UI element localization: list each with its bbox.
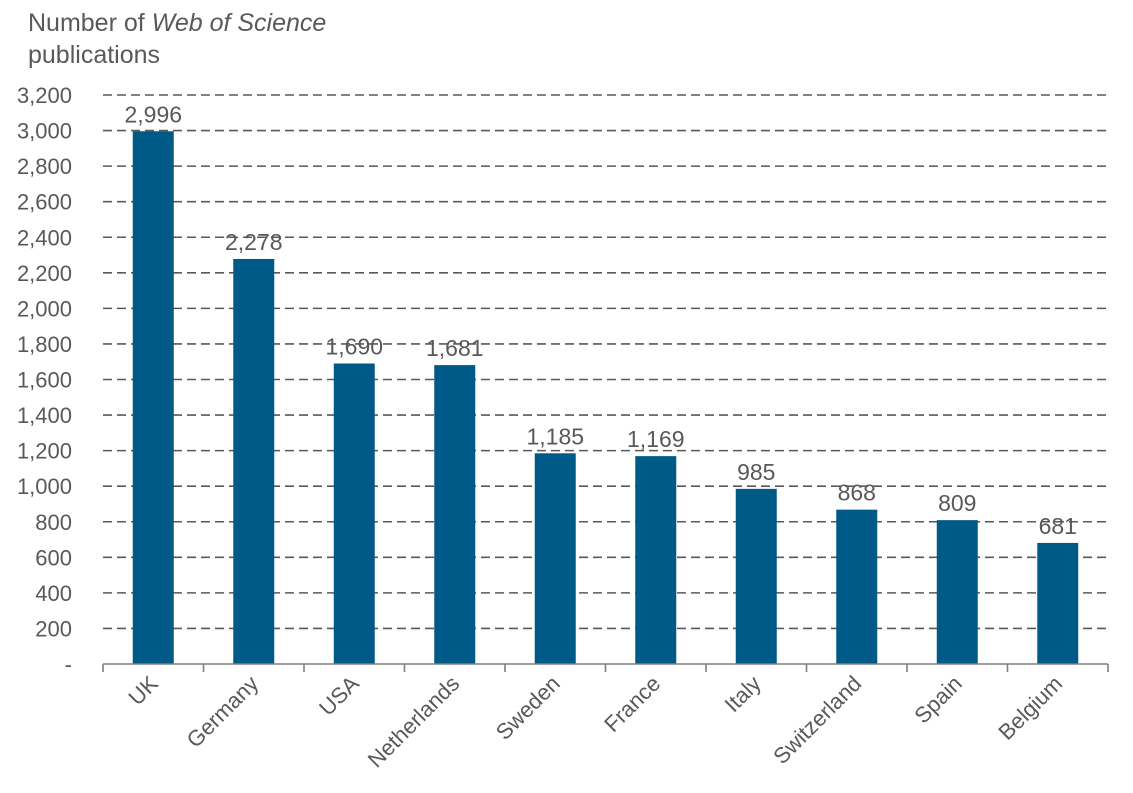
y-tick-label: 1,600 bbox=[17, 368, 72, 393]
y-tick-label: 2,200 bbox=[17, 261, 72, 286]
category-label: UK bbox=[123, 671, 163, 711]
category-label: Italy bbox=[720, 671, 766, 717]
bar-germany bbox=[233, 258, 275, 664]
y-tick-label: 3,000 bbox=[17, 119, 72, 144]
y-axis-label-line-2: publications bbox=[28, 41, 160, 69]
y-tick-label: 2,800 bbox=[17, 154, 72, 179]
category-label: Netherlands bbox=[363, 671, 465, 773]
bar-spain bbox=[936, 520, 978, 664]
data-label: 868 bbox=[838, 480, 876, 506]
y-tick-label: 1,200 bbox=[17, 439, 72, 464]
y-tick-label: 3,200 bbox=[17, 83, 72, 108]
bar-italy bbox=[735, 488, 777, 664]
bar-france bbox=[635, 456, 677, 664]
x-axis bbox=[102, 663, 1109, 672]
bar-uk bbox=[132, 131, 174, 664]
y-tick-label: 1,000 bbox=[17, 474, 72, 499]
y-tick-label: 400 bbox=[35, 581, 72, 606]
data-label: 2,278 bbox=[225, 229, 283, 255]
bar-switzerland bbox=[836, 509, 878, 664]
data-label: 681 bbox=[1039, 513, 1077, 539]
y-axis-label-part-1: Number of bbox=[28, 9, 152, 37]
bar-usa bbox=[333, 363, 375, 664]
data-label: 1,681 bbox=[426, 335, 484, 361]
bar-netherlands bbox=[434, 365, 476, 664]
y-tick-label: 600 bbox=[35, 545, 72, 570]
y-tick-label: 800 bbox=[35, 510, 72, 535]
category-label: Switzerland bbox=[768, 671, 866, 769]
category-label: Spain bbox=[909, 671, 966, 728]
y-tick-label: 200 bbox=[35, 616, 72, 641]
category-label: Sweden bbox=[491, 671, 565, 745]
y-tick-label: 2,600 bbox=[17, 190, 72, 215]
y-tick-label: 1,800 bbox=[17, 332, 72, 357]
data-label: 1,185 bbox=[526, 423, 584, 449]
data-label: 809 bbox=[938, 490, 976, 516]
category-label: USA bbox=[314, 671, 364, 721]
y-tick-label: 2,400 bbox=[17, 225, 72, 250]
y-tick-label: 2,000 bbox=[17, 296, 72, 321]
y-tick-label: - bbox=[65, 652, 72, 677]
bar-sweden bbox=[534, 453, 576, 664]
data-label: 1,690 bbox=[325, 333, 383, 359]
data-label: 2,996 bbox=[124, 101, 182, 127]
y-axis-label-part-2: Web of Science bbox=[152, 9, 327, 37]
bar-belgium bbox=[1037, 542, 1079, 664]
data-label: 985 bbox=[737, 459, 775, 485]
y-tick-label: 1,400 bbox=[17, 403, 72, 428]
category-label: Germany bbox=[182, 671, 264, 753]
data-label: 1,169 bbox=[627, 426, 685, 452]
y-axis-ticks: - 200 400 600 800 1,000 1,200 1,400 1,600 1,800 2,… bbox=[17, 83, 72, 677]
y-axis-label: Number of Web of Science bbox=[28, 9, 326, 37]
bars bbox=[132, 131, 1079, 664]
data-labels: 2,996 2,278 1,690 1,681 1,185 1,169 985 868 809 6… bbox=[124, 101, 1076, 539]
category-label: France bbox=[599, 671, 665, 737]
category-label: Belgium bbox=[993, 671, 1067, 745]
